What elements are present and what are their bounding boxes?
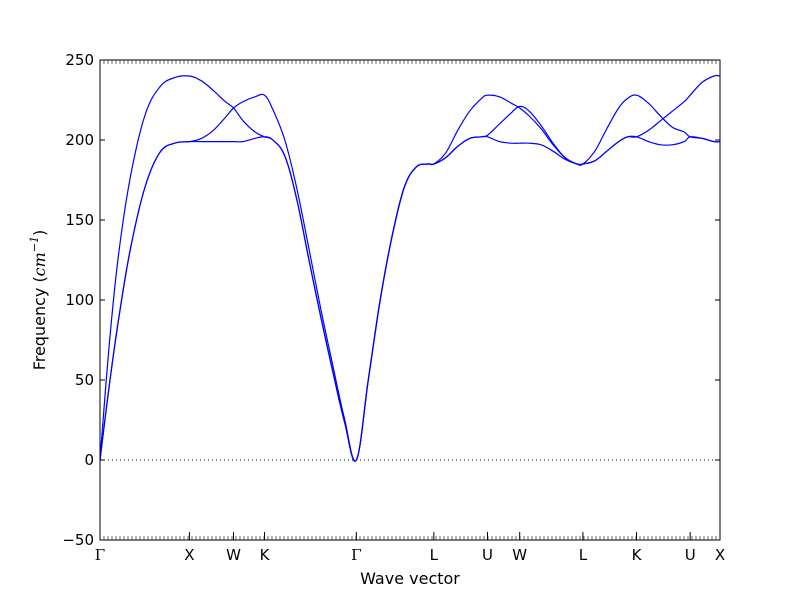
y-axis-ticks: −50 0 50 100 150 200 250 [62,51,720,549]
y-tick-label: 100 [65,291,94,309]
y-tick-label: 200 [65,131,94,149]
x-axis-label: Wave vector [360,569,460,588]
x-tick-label: K [632,546,643,564]
x-tick-label: L [579,546,588,564]
y-tick-label: 150 [65,211,94,229]
x-tick-label: U [482,546,493,564]
x-tick-label: L [430,546,439,564]
y-axis-label-close: ) [30,230,49,236]
x-tick-label: X [715,546,725,564]
y-tick-label: 250 [65,51,94,69]
x-tick-label: Γ [351,546,361,564]
x-tick-label: Γ [95,546,105,564]
y-axis-label-text: Frequency ( [30,276,49,370]
x-tick-label: K [260,546,271,564]
y-axis-label: Frequency (cm−1) [28,230,49,371]
y-axis-label-unit: cm [30,252,49,276]
plot-frame [99,59,721,541]
phonon-branches [100,74,720,462]
x-tick-label: W [512,546,527,564]
y-tick-label: 50 [75,371,94,389]
y-tick-label: 0 [84,451,94,469]
y-axis-label-exponent: −1 [28,236,41,252]
plot-area [100,60,720,540]
x-tick-label: W [226,546,241,564]
x-tick-label: U [685,546,696,564]
phonon-branch-3 [100,74,720,462]
y-tick-label: −50 [62,531,94,549]
x-tick-label: X [184,546,194,564]
